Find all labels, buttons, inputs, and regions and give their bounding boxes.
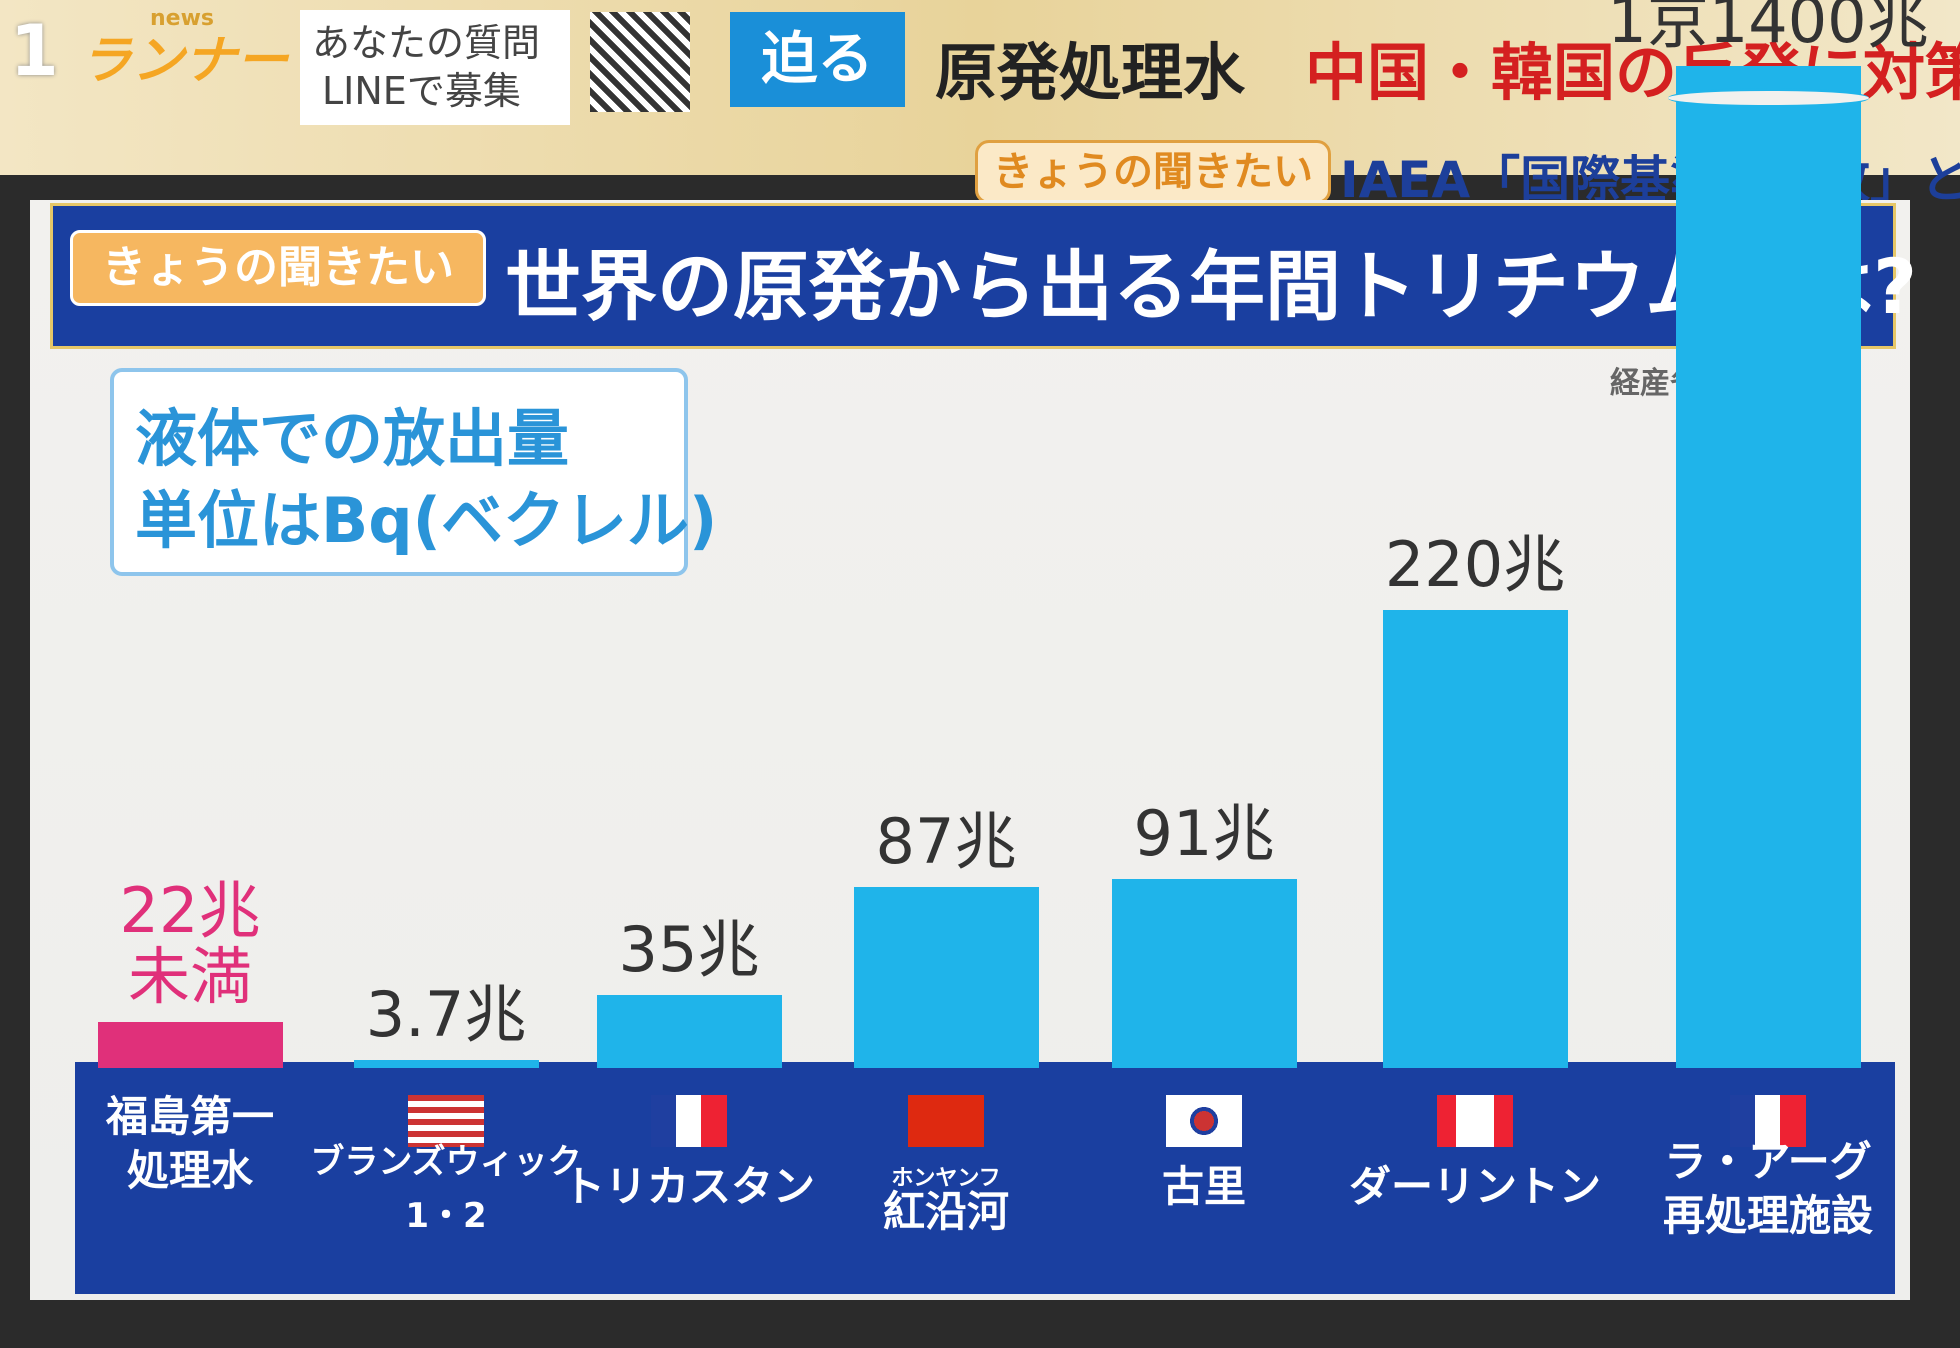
x-tick-label: ブランズウィック 1・2 [310,1142,582,1236]
category-reading: ホンヤンフ [891,1166,1001,1191]
ask-line: LINEで募集 [322,69,521,113]
x-tick-label: ダーリントン [1348,1162,1601,1211]
flag [1437,1095,1513,1147]
value-label: 91兆 [1133,796,1275,870]
category-band [75,1062,1895,1294]
note: 単位はBq(ベクレル) [135,484,718,557]
qr-code [590,12,690,112]
logo-sub: news [150,6,215,31]
bar [1382,610,1568,1068]
x-tick-label: 古里 [1161,1162,1246,1211]
x-tick-label: 福島第一 処理水 [105,1092,274,1195]
value-label: 1京1400兆 [1607,0,1929,57]
bar [97,1022,283,1068]
bar [1675,65,1861,1068]
x-tick-label: 紅沿河 [882,1187,1009,1236]
bar [853,887,1039,1068]
note-box [110,368,688,576]
bar [1111,878,1297,1068]
x-tick-label: ラ・アーグ 再処理施設 [1662,1137,1873,1240]
note: 液体での放出量 [135,402,570,475]
logo: ランナー [80,31,289,91]
ask-box [300,10,570,125]
ask-line: あなたの質問 [312,21,541,65]
axis-break [1667,87,1869,108]
bar [353,1060,539,1068]
flag [408,1095,484,1147]
bar [596,995,782,1068]
flag [908,1095,984,1147]
value-label: 87兆 [875,805,1017,879]
sub-tag: きょうの聞きたい [975,140,1331,204]
flag [1730,1095,1806,1147]
flag [651,1095,727,1147]
chart-tag: きょうの聞きたい [70,230,486,306]
flag [1166,1095,1242,1147]
tag: 迫る [730,12,905,107]
channel: 1 [10,10,59,92]
x-tick-label: トリカスタン [562,1162,815,1211]
value-label: 35兆 [618,913,760,987]
value-label: 220兆 [1384,528,1566,602]
value-label: 22兆 未満 [119,874,261,1014]
topic: 原発処理水 [935,36,1246,109]
value-label: 3.7兆 [365,978,527,1052]
